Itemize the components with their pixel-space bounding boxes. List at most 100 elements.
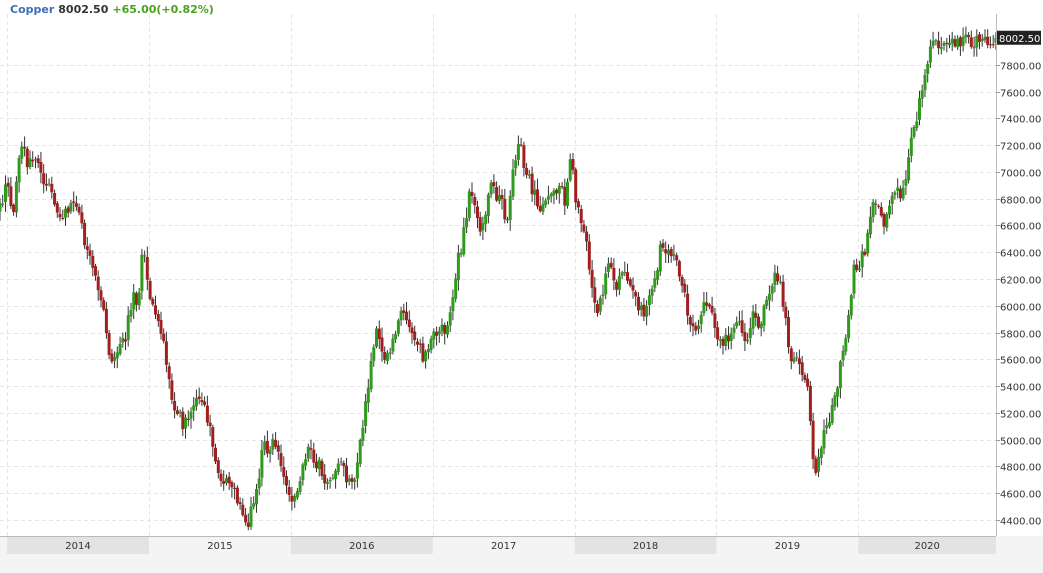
- candle-body[interactable]: [342, 463, 346, 467]
- candle-body[interactable]: [31, 159, 35, 162]
- candle-body[interactable]: [249, 506, 253, 527]
- candle-body[interactable]: [476, 206, 479, 219]
- candle-body[interactable]: [484, 214, 488, 224]
- candle-body[interactable]: [587, 241, 591, 270]
- candle-body[interactable]: [721, 338, 725, 346]
- candle-body[interactable]: [405, 311, 408, 321]
- candle-body[interactable]: [328, 479, 332, 482]
- candle-body[interactable]: [579, 209, 583, 224]
- candle-body[interactable]: [325, 482, 329, 484]
- candle-body[interactable]: [729, 333, 733, 341]
- candle-body[interactable]: [208, 422, 212, 427]
- candle-body[interactable]: [789, 348, 793, 362]
- candle-body[interactable]: [822, 429, 826, 449]
- candle-body[interactable]: [312, 449, 316, 463]
- candle-body[interactable]: [803, 375, 807, 380]
- candle-body[interactable]: [298, 481, 302, 492]
- candle-body[interactable]: [372, 347, 376, 361]
- candle-body[interactable]: [972, 46, 976, 49]
- candle-body[interactable]: [964, 34, 968, 38]
- candle-body[interactable]: [42, 173, 46, 185]
- candle-body[interactable]: [844, 338, 848, 352]
- candle-body[interactable]: [459, 252, 463, 255]
- candle-body[interactable]: [55, 203, 59, 213]
- candle-body[interactable]: [732, 327, 736, 333]
- candle-body[interactable]: [181, 411, 185, 430]
- candle-body[interactable]: [882, 214, 886, 227]
- candle-body[interactable]: [825, 425, 829, 429]
- candle-body[interactable]: [688, 316, 692, 325]
- candle-body[interactable]: [0, 203, 2, 212]
- candle-body[interactable]: [47, 183, 51, 185]
- candle-body[interactable]: [511, 169, 515, 197]
- candle-body[interactable]: [323, 474, 327, 484]
- candle-body[interactable]: [58, 213, 62, 218]
- candle-body[interactable]: [462, 227, 466, 255]
- candle-body[interactable]: [699, 314, 703, 325]
- candle-body[interactable]: [69, 202, 73, 212]
- candle-body[interactable]: [833, 395, 837, 407]
- candle-body[interactable]: [716, 327, 720, 340]
- candle-body[interactable]: [154, 305, 157, 315]
- candle-body[interactable]: [164, 341, 168, 365]
- candle-body[interactable]: [486, 194, 490, 216]
- candle-body[interactable]: [893, 192, 897, 196]
- candle-body[interactable]: [724, 334, 728, 347]
- candle-body[interactable]: [140, 254, 144, 292]
- candle-body[interactable]: [23, 146, 27, 149]
- candle-body[interactable]: [402, 310, 406, 313]
- candle-body[interactable]: [28, 158, 32, 167]
- candle-body[interactable]: [702, 302, 706, 314]
- candle-body[interactable]: [467, 191, 471, 219]
- candle-body[interactable]: [904, 179, 908, 186]
- candle-body[interactable]: [958, 37, 962, 47]
- candle-body[interactable]: [642, 304, 646, 317]
- candle-body[interactable]: [740, 320, 744, 333]
- candle-body[interactable]: [669, 249, 673, 257]
- candle-body[interactable]: [797, 358, 801, 364]
- candle-body[interactable]: [252, 503, 256, 507]
- candle-body[interactable]: [697, 325, 700, 330]
- candle-body[interactable]: [124, 339, 127, 342]
- candle-body[interactable]: [988, 44, 992, 46]
- candle-body[interactable]: [868, 216, 872, 235]
- candle-body[interactable]: [211, 427, 215, 447]
- candle-body[interactable]: [200, 400, 204, 403]
- candle-body[interactable]: [4, 184, 7, 203]
- candle-body[interactable]: [757, 316, 760, 328]
- candle-body[interactable]: [225, 478, 228, 483]
- candle-body[interactable]: [923, 74, 927, 91]
- candle-body[interactable]: [440, 324, 444, 332]
- candle-body[interactable]: [456, 252, 460, 281]
- candle-body[interactable]: [751, 311, 755, 329]
- candle-body[interactable]: [189, 411, 193, 419]
- candle-body[interactable]: [102, 300, 106, 310]
- candle-body[interactable]: [907, 157, 911, 181]
- candle-body[interactable]: [939, 47, 943, 49]
- candle-body[interactable]: [244, 514, 248, 523]
- candle-body[interactable]: [890, 195, 894, 204]
- candle-body[interactable]: [601, 294, 605, 297]
- candle-body[interactable]: [653, 278, 657, 288]
- candle-body[interactable]: [429, 338, 433, 350]
- candle-body[interactable]: [546, 196, 550, 200]
- candle-body[interactable]: [126, 315, 130, 340]
- candle-body[interactable]: [863, 251, 867, 255]
- candle-body[interactable]: [776, 273, 780, 282]
- candle-body[interactable]: [184, 417, 187, 429]
- candle-body[interactable]: [817, 456, 820, 472]
- candle-body[interactable]: [527, 174, 531, 176]
- candle-body[interactable]: [585, 231, 589, 242]
- candle-body[interactable]: [858, 268, 861, 271]
- candle-body[interactable]: [516, 144, 520, 160]
- candle-body[interactable]: [290, 495, 294, 502]
- candle-body[interactable]: [77, 206, 81, 213]
- candle-body[interactable]: [495, 187, 499, 201]
- candle-body[interactable]: [746, 339, 750, 342]
- candle-body[interactable]: [926, 63, 930, 74]
- candle-body[interactable]: [375, 328, 378, 347]
- candle-body[interactable]: [606, 263, 610, 273]
- candle-body[interactable]: [830, 405, 834, 423]
- candle-body[interactable]: [159, 320, 163, 334]
- candle-body[interactable]: [268, 449, 272, 454]
